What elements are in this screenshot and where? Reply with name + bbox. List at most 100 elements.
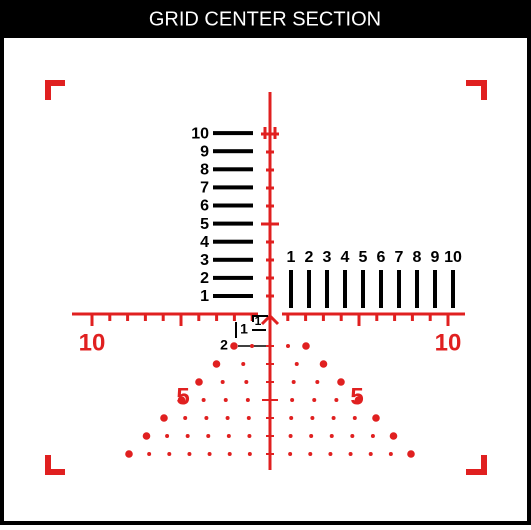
holdover-dot [230, 342, 238, 350]
range-label: 4 [200, 234, 209, 251]
width-label: 3 [323, 249, 332, 266]
holdover-dot [223, 398, 228, 402]
width-bar [325, 270, 329, 308]
corner-brackets [45, 80, 487, 475]
holdover-dot [220, 380, 225, 384]
holdover-dot [352, 416, 357, 420]
width-bar [415, 270, 419, 308]
center-label: 1 [255, 314, 262, 328]
scale-label: 10 [79, 329, 106, 356]
crosshair [72, 92, 465, 470]
holdover-dot [310, 416, 315, 420]
holdover-dot [167, 452, 172, 456]
holdover-dot [250, 344, 254, 348]
holdover-dot [350, 434, 355, 438]
holdover-dot [370, 434, 375, 438]
range-label: 6 [200, 198, 209, 215]
width-bar [307, 270, 311, 308]
holdover-dot [337, 378, 345, 386]
holdover-dot [247, 452, 252, 456]
holdover-dot [289, 416, 294, 420]
holdover-dot [334, 398, 339, 402]
holdover-dot [125, 450, 133, 458]
holdover-dot [372, 414, 380, 422]
range-bar [213, 203, 253, 208]
holdover-dot [291, 380, 296, 384]
holdover-dot [187, 452, 192, 456]
holdover-dot [207, 452, 212, 456]
range-bar [213, 149, 253, 154]
range-bar [213, 239, 253, 244]
width-bar [397, 270, 401, 308]
holdover-dot [177, 396, 186, 404]
holdover-dot [294, 362, 299, 366]
width-label: 7 [395, 249, 404, 266]
width-bar [379, 270, 383, 308]
center-bracket [235, 315, 268, 338]
width-label: 1 [287, 249, 296, 266]
holdover-dot [308, 452, 313, 456]
holdover-dot [407, 450, 415, 458]
width-label: 2 [305, 249, 314, 266]
holdover-dot [244, 380, 249, 384]
center-label: 2 [220, 337, 228, 353]
scale-label: 10 [435, 329, 462, 356]
range-bar [213, 275, 253, 280]
range-bar [213, 131, 253, 136]
range-bar [213, 221, 253, 226]
holdover-dot [354, 396, 363, 404]
holdover-dot [147, 452, 152, 456]
holdover-dot [201, 398, 206, 402]
holdover-dot [290, 398, 295, 402]
range-label: 7 [200, 180, 209, 197]
holdover-dot [288, 452, 293, 456]
width-bar [451, 270, 455, 308]
holdover-dot [319, 360, 328, 368]
holdover-dot [204, 416, 209, 420]
range-label: 3 [200, 252, 209, 269]
holdover-dot [286, 344, 290, 348]
holdover-dot [206, 434, 211, 438]
range-bar [213, 257, 253, 262]
width-label: 8 [413, 249, 422, 266]
width-label: 10 [444, 249, 462, 266]
holdover-dot [160, 414, 168, 422]
holdover-dot [183, 416, 188, 420]
holdover-dot [241, 362, 246, 366]
width-bar [361, 270, 365, 308]
range-label: 2 [200, 270, 209, 287]
range-label: 8 [200, 162, 209, 179]
center-label: 1 [240, 321, 248, 337]
holdover-dot [142, 432, 151, 440]
holdover-dot [315, 380, 320, 384]
holdover-dot [329, 434, 334, 438]
width-bar [289, 270, 293, 308]
width-label: 6 [377, 249, 386, 266]
holdover-dot [348, 452, 353, 456]
holdover-dot [185, 434, 190, 438]
holdover-dot [212, 360, 221, 368]
holdover-dot [165, 434, 170, 438]
holdover-dot [331, 416, 336, 420]
header-bar [0, 0, 531, 38]
holdover-dot [368, 452, 373, 456]
range-label: 5 [200, 216, 209, 233]
marks: 1234567891012345678910101055112 [79, 125, 462, 458]
width-label: 4 [341, 249, 350, 266]
width-label: 9 [431, 249, 440, 266]
holdover-dot [226, 434, 231, 438]
holdover-dot [312, 398, 317, 402]
title: GRID CENTER SECTION [149, 8, 381, 30]
holdover-dot [328, 452, 333, 456]
range-bar [213, 294, 253, 298]
holdover-dot [288, 434, 293, 438]
holdover-dot [388, 452, 393, 456]
holdover-dot [247, 434, 252, 438]
holdover-dot [389, 432, 398, 440]
holdover-dot [302, 342, 310, 350]
range-bar [213, 167, 253, 172]
width-bar [343, 270, 347, 308]
range-label: 10 [191, 125, 209, 142]
